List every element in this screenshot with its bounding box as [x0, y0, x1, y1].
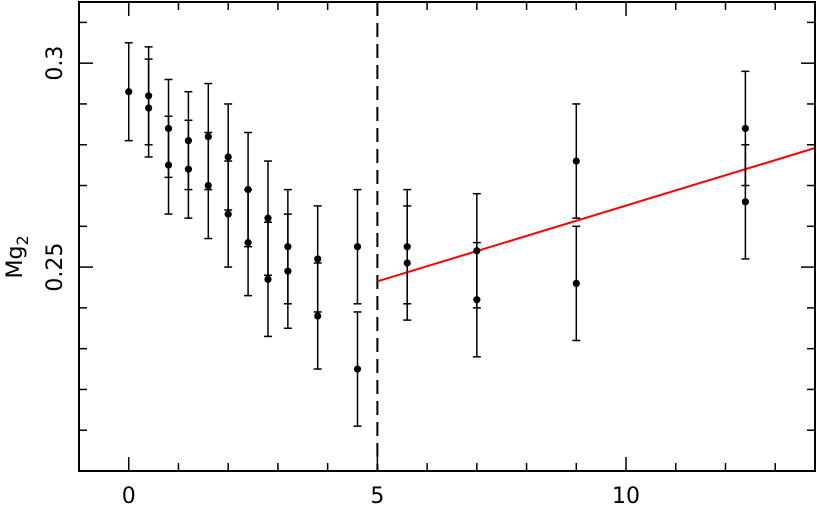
data-point [204, 181, 212, 190]
y-tick-label: 0.3 [43, 46, 68, 81]
x-tick-label: 0 [122, 484, 136, 506]
data-point [314, 255, 322, 263]
plot-marks [124, 2, 816, 471]
data-point-group [353, 188, 362, 305]
axes: 0 5 10 0.25 0.3 [43, 2, 815, 506]
y-axis-label-subscript: 2 [13, 235, 32, 245]
data-point-group [164, 115, 173, 215]
data-point [572, 279, 580, 287]
data-point [353, 243, 362, 251]
data-point-group [313, 262, 322, 370]
x-tick-label: 5 [370, 484, 384, 506]
y-axis-label-main: Mg [3, 246, 28, 279]
data-point-group [353, 311, 362, 427]
data-point [244, 239, 252, 247]
data-point-group [144, 58, 153, 158]
data-point [403, 259, 411, 267]
data-point-group [204, 131, 213, 240]
data-point [264, 275, 272, 283]
data-point [572, 157, 580, 165]
data-point [184, 165, 193, 173]
data-point [224, 210, 232, 218]
data-point-group [741, 143, 750, 260]
data-point [145, 104, 153, 112]
data-point-group [283, 213, 292, 330]
data-point-group [403, 205, 412, 321]
y-tick-label: 0.25 [43, 243, 68, 292]
data-point [164, 161, 173, 169]
data-point [741, 198, 749, 206]
data-point-group [572, 225, 581, 342]
data-point [473, 296, 481, 304]
data-point-group [472, 241, 481, 358]
fit-line [377, 147, 816, 283]
plot-frame [78, 1, 816, 472]
y-axis-label: Mg2 [3, 235, 32, 278]
data-point [264, 214, 272, 222]
x-tick-label: 10 [612, 484, 640, 506]
data-point-group [124, 42, 133, 142]
data-point-group [263, 221, 272, 338]
data-point-group [184, 119, 193, 219]
data-point-group [244, 188, 253, 297]
data-point [314, 312, 322, 320]
data-point-group [572, 103, 581, 219]
data-point [125, 88, 133, 96]
data-point [353, 365, 362, 373]
data-point-group [224, 160, 233, 268]
data-point [741, 124, 749, 133]
data-point [284, 267, 292, 275]
data-point [224, 153, 232, 161]
